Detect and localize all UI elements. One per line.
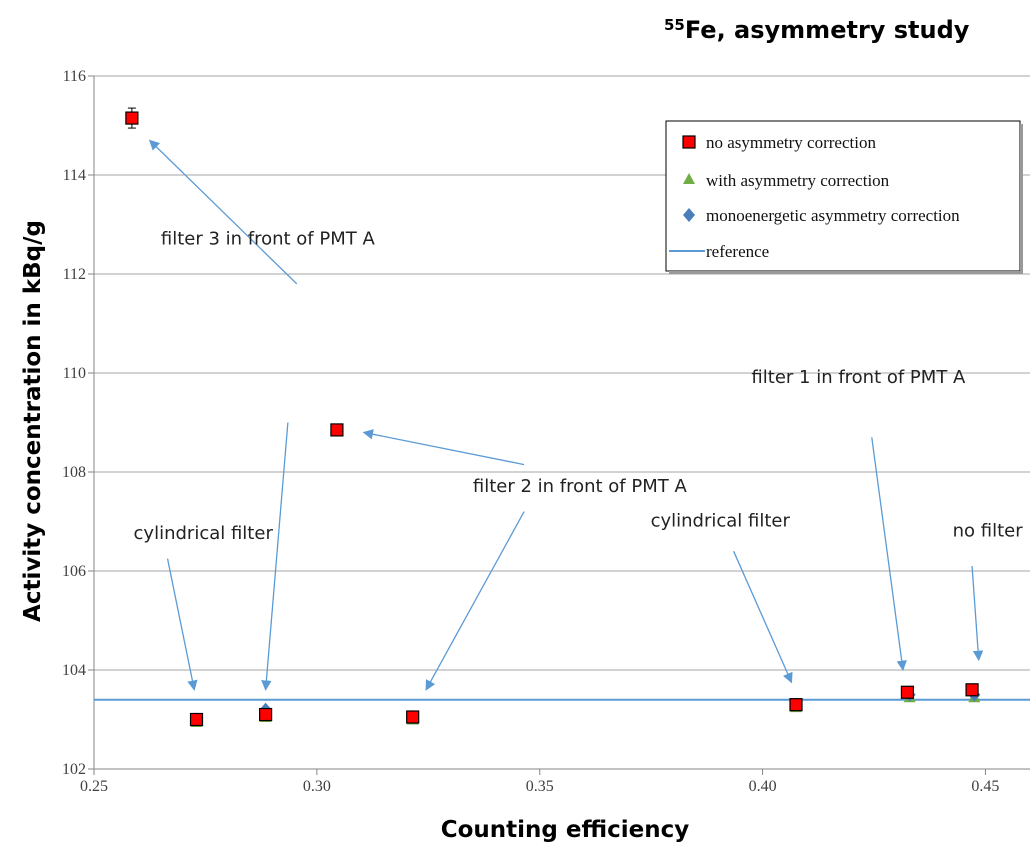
legend-shadow-bottom <box>669 271 1023 274</box>
legend-label-reference: reference <box>706 242 769 261</box>
title-text: Fe, asymmetry study <box>685 16 970 44</box>
annotation-arrow <box>261 422 289 691</box>
annotation-label: filter 2 in front of PMT A <box>473 476 688 497</box>
y-axis-title: Activity concentration in kBq/g <box>20 220 46 622</box>
annotation-arrows <box>148 139 984 691</box>
legend-shadow <box>1020 124 1023 274</box>
point-square <box>125 111 139 125</box>
gridlines <box>94 75 1030 671</box>
annotation-arrow <box>425 511 525 691</box>
annotation-label: no filter <box>953 520 1024 541</box>
point-square <box>189 712 204 727</box>
legend-box <box>665 120 1021 272</box>
legend-marker-square <box>682 135 696 149</box>
point-square <box>965 683 979 697</box>
annotation-arrow <box>733 550 793 684</box>
y-tick-label: 102 <box>62 761 86 778</box>
legend-label-monoenergetic: monoenergetic asymmetry correction <box>706 206 960 225</box>
title-superscript: 55 <box>664 16 685 34</box>
chart-title: 55Fe, asymmetry study <box>664 16 970 44</box>
point-square <box>900 685 915 699</box>
y-tick-label: 104 <box>62 662 86 679</box>
annotations: filter 3 in front of PMT A filter 2 in fr… <box>134 228 1024 544</box>
point-square <box>259 707 273 722</box>
legend: no asymmetry correction with asymmetry c… <box>665 120 1023 274</box>
x-tick-label: 0.25 <box>80 778 108 795</box>
annotation-arrow <box>871 437 907 672</box>
x-tick-label: 0.45 <box>971 778 999 795</box>
axes <box>88 75 1030 775</box>
x-axis-title: Counting efficiency <box>441 817 690 843</box>
y-tick-label: 116 <box>63 68 86 85</box>
legend-label-with-correction: with asymmetry correction <box>706 171 890 190</box>
annotation-label: filter 3 in front of PMT A <box>161 228 376 249</box>
y-tick-label: 106 <box>62 563 86 580</box>
legend-marker-triangle <box>683 173 695 184</box>
x-tick-label: 0.30 <box>303 778 331 795</box>
annotation-arrow <box>971 566 984 662</box>
annotation-label: filter 1 in front of PMT A <box>751 367 966 388</box>
point-square <box>406 710 420 724</box>
annotation-arrow <box>166 558 198 691</box>
y-tick-label: 112 <box>63 266 86 283</box>
annotation-arrow <box>362 429 525 466</box>
tick-labels: 102 104 106 108 110 112 114 116 0.25 0.30 0.35 0.40… <box>62 68 999 795</box>
legend-marker-diamond <box>683 208 695 222</box>
y-tick-label: 108 <box>62 464 86 481</box>
annotation-arrow <box>148 139 298 285</box>
annotation-label: cylindrical filter <box>134 523 274 544</box>
x-tick-label: 0.40 <box>749 778 777 795</box>
y-tick-label: 110 <box>63 365 86 382</box>
point-square <box>789 698 803 712</box>
data-series <box>125 107 981 727</box>
annotation-label: cylindrical filter <box>651 510 791 531</box>
legend-label-no-correction: no asymmetry correction <box>706 133 876 152</box>
point-square <box>330 423 344 437</box>
y-tick-label: 114 <box>63 167 86 184</box>
x-tick-label: 0.35 <box>526 778 554 795</box>
